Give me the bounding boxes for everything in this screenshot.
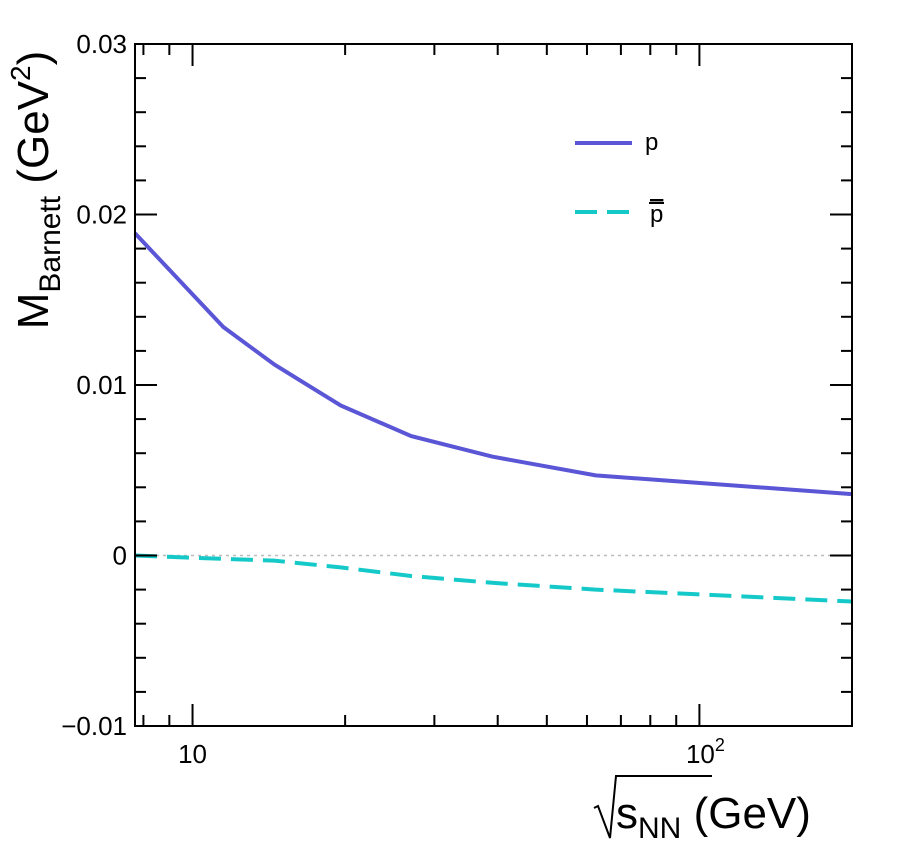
y-tick-label: 0 (113, 541, 127, 571)
sqrt-symbol (593, 775, 712, 839)
y-tick-label: 0.03 (76, 29, 127, 59)
plot-frame (134, 43, 853, 727)
x-tick-label-10: 10 (178, 739, 207, 769)
y-axis-label: MBarnett (GeV2) (5, 51, 67, 330)
x-label-unit: (GeV) (681, 789, 811, 838)
y-tick-label: 0.01 (76, 370, 127, 400)
y-tick-labels: 0.03 0.02 0.01 0 −0.01 (61, 29, 127, 741)
y-tick-label: 0.02 (76, 200, 127, 230)
y-label-unit-close: ) (9, 51, 58, 66)
legend-p-label: p (645, 129, 658, 156)
axis-ticks (135, 43, 853, 727)
svg-text:sNN (GeV): sNN (GeV) (616, 789, 811, 845)
x-label-main: s (616, 789, 638, 838)
x-tick-label-100-exp: 2 (715, 735, 725, 755)
x-label-sub: NN (638, 812, 681, 845)
y-label-unit-open: (GeV (9, 80, 58, 196)
legend: p p (575, 129, 664, 228)
y-tick-label: −0.01 (61, 711, 127, 741)
y-label-sub: Barnett (34, 195, 67, 292)
legend-pbar-label: p (650, 201, 663, 228)
x-tick-label-100-base: 10 (686, 739, 715, 769)
series-p-line (133, 231, 853, 497)
x-tick-label-100: 102 (686, 735, 725, 769)
svg-text:MBarnett (GeV2): MBarnett (GeV2) (5, 51, 67, 330)
y-label-unit-sup: 2 (5, 65, 36, 81)
series-pbar-line (134, 553, 853, 604)
x-axis-label: sNN (GeV) (593, 775, 811, 845)
y-label-main: M (9, 293, 58, 330)
